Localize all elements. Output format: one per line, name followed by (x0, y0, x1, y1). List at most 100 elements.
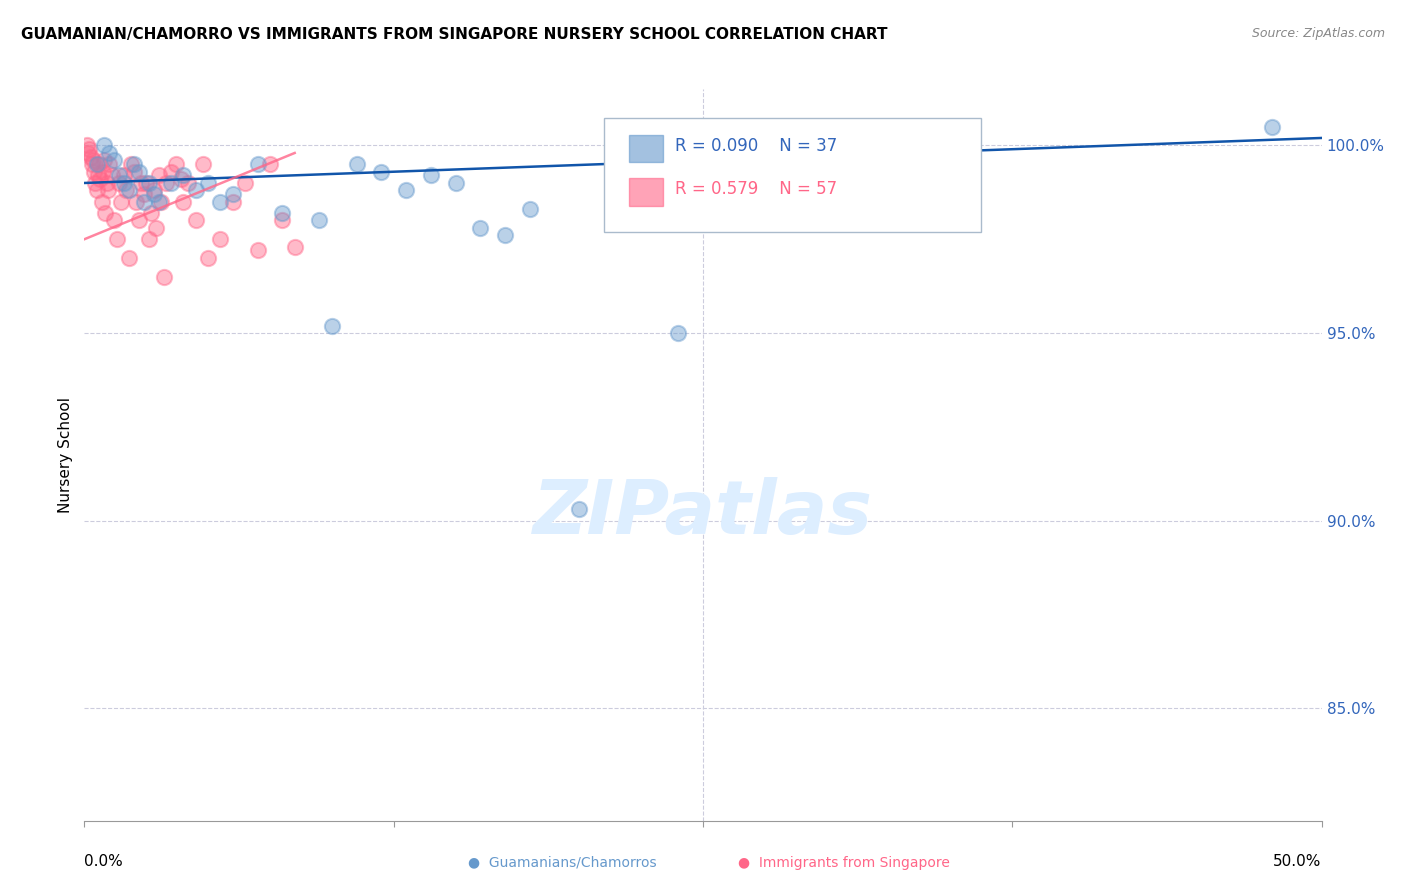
Point (197, 176, 219, 190)
Point (138, 176, 160, 190)
Point (128, 213, 150, 227)
Point (86, 184, 108, 198)
Point (96, 176, 118, 190)
Point (519, 202, 541, 217)
Point (197, 251, 219, 265)
Point (120, 157, 142, 171)
Point (89, 157, 111, 171)
Point (84, 176, 107, 190)
Point (172, 169, 194, 183)
Point (222, 194, 245, 209)
Point (346, 157, 368, 171)
Point (132, 187, 155, 202)
Point (98, 157, 121, 171)
Point (222, 187, 245, 202)
Point (177, 176, 200, 190)
Point (160, 165, 183, 179)
Text: Source: ZipAtlas.com: Source: ZipAtlas.com (1251, 27, 1385, 40)
Point (419, 169, 441, 183)
Point (444, 176, 467, 190)
Point (100, 169, 122, 183)
Point (128, 165, 150, 179)
Point (80, 157, 103, 171)
Point (666, 326, 689, 340)
Point (115, 184, 138, 198)
Text: R = 0.579    N = 57: R = 0.579 N = 57 (675, 180, 837, 198)
Point (142, 184, 165, 198)
Point (494, 228, 516, 243)
Text: GUAMANIAN/CHAMORRO VS IMMIGRANTS FROM SINGAPORE NURSERY SCHOOL CORRELATION CHART: GUAMANIAN/CHAMORRO VS IMMIGRANTS FROM SI… (21, 27, 887, 42)
Bar (628, 178, 664, 206)
Point (246, 244, 269, 258)
Point (470, 221, 492, 235)
Point (122, 165, 145, 179)
Point (91, 165, 114, 179)
Point (90, 194, 112, 209)
Point (142, 187, 165, 202)
Point (79, 142, 101, 156)
Text: 50.0%: 50.0% (1274, 855, 1322, 870)
Text: 0.0%: 0.0% (84, 855, 124, 870)
Text: ●  Immigrants from Singapore: ● Immigrants from Singapore (738, 855, 949, 870)
Point (138, 232, 160, 246)
Point (617, 172, 640, 186)
Point (145, 221, 167, 235)
Y-axis label: Nursery School: Nursery School (58, 397, 73, 513)
Point (152, 269, 174, 284)
Point (129, 176, 152, 190)
Point (259, 157, 281, 171)
Point (209, 194, 232, 209)
Point (79, 150, 101, 164)
Point (568, 502, 591, 516)
Point (135, 176, 157, 190)
Point (112, 176, 135, 190)
Point (766, 169, 789, 183)
Point (209, 232, 232, 246)
Point (89, 172, 111, 186)
Point (122, 157, 145, 171)
Point (97, 184, 120, 198)
Point (93, 153, 115, 168)
Point (155, 176, 177, 190)
Point (77, 145, 100, 160)
Point (160, 176, 183, 190)
Point (82, 153, 104, 168)
Point (108, 169, 131, 183)
Point (141, 206, 163, 220)
Point (308, 213, 330, 227)
Text: ZIPatlas: ZIPatlas (533, 477, 873, 550)
Point (103, 213, 125, 227)
Point (148, 194, 170, 209)
FancyBboxPatch shape (605, 119, 981, 232)
Point (110, 194, 132, 209)
Point (118, 184, 141, 198)
Point (165, 157, 187, 171)
Point (76, 138, 98, 153)
Point (717, 176, 740, 190)
Point (233, 176, 256, 190)
Point (103, 153, 125, 168)
Text: ●  Guamanians/Chamorros: ● Guamanians/Chamorros (468, 855, 657, 870)
Point (94, 206, 117, 220)
Point (184, 184, 207, 198)
Point (184, 213, 207, 227)
Point (112, 169, 135, 183)
Point (321, 318, 343, 333)
Point (271, 206, 294, 220)
Point (98, 145, 121, 160)
Point (370, 165, 392, 179)
Bar (628, 135, 664, 162)
Point (191, 157, 214, 171)
Point (87, 169, 110, 183)
Point (148, 169, 170, 183)
Point (132, 194, 155, 209)
Point (83, 165, 105, 179)
Point (86, 157, 108, 171)
Point (170, 172, 193, 186)
Point (172, 194, 194, 209)
Point (271, 213, 294, 227)
Point (125, 194, 148, 209)
Point (105, 232, 128, 246)
Point (246, 157, 269, 171)
Text: R = 0.090    N = 37: R = 0.090 N = 37 (675, 136, 837, 154)
